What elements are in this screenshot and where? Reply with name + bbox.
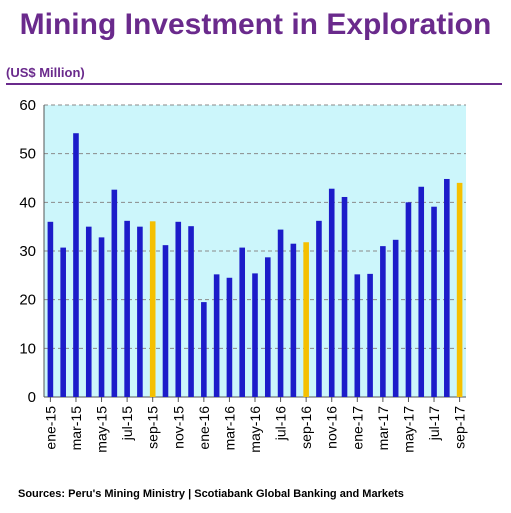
bar-chart: 0 10 20 30 40 50 60 ene-15 mar-15 may-15 jul-15 se… — [19, 97, 468, 453]
x-tick-label: jul-15 — [119, 406, 135, 441]
bar — [290, 243, 297, 397]
bar — [226, 277, 233, 397]
bar — [124, 220, 130, 397]
y-tick-label: 60 — [19, 97, 36, 114]
y-tick-label: 50 — [19, 146, 36, 163]
bar — [354, 274, 361, 397]
bar — [303, 242, 309, 397]
bar — [431, 206, 437, 397]
source-note: Sources: Peru's Mining Ministry | Scotia… — [18, 488, 404, 500]
title-divider — [6, 83, 502, 85]
unit-label: (US$ Million) — [6, 65, 85, 80]
bar — [341, 196, 348, 397]
bar — [380, 246, 386, 397]
bar — [239, 247, 246, 397]
x-tick-label: mar-16 — [221, 406, 237, 451]
chart-title: Mining Investment in Exploration — [19, 8, 492, 41]
bar — [201, 302, 207, 397]
bar — [444, 178, 450, 397]
x-tick-label: sep-17 — [452, 406, 468, 449]
x-tick-label: ene-17 — [349, 406, 365, 450]
bar — [316, 220, 322, 397]
x-tick-label: mar-17 — [375, 406, 391, 451]
bar — [137, 226, 143, 397]
x-tick-label: nov-16 — [324, 406, 340, 449]
x-tick-label: jul-17 — [426, 406, 442, 441]
bar — [277, 229, 284, 397]
y-tick-label: 30 — [19, 243, 36, 260]
x-tick-label: sep-16 — [298, 406, 314, 449]
x-tick-label: may-15 — [94, 406, 110, 453]
x-axis-ticks: ene-15 mar-15 may-15 jul-15 sep-15 nov-15 ene-… — [42, 397, 468, 453]
bar — [98, 237, 105, 397]
bar — [418, 186, 425, 397]
x-tick-label: may-17 — [400, 406, 416, 453]
bar — [405, 202, 412, 397]
x-tick-label: mar-15 — [68, 406, 84, 451]
x-tick-label: nov-15 — [170, 406, 186, 449]
bar — [367, 273, 373, 397]
y-axis-ticks: 0 10 20 30 40 50 60 — [19, 97, 36, 406]
bar — [73, 133, 79, 397]
bar — [456, 182, 463, 397]
bar — [328, 188, 335, 397]
bar — [252, 273, 258, 397]
y-tick-label: 40 — [19, 194, 36, 211]
y-tick-label: 0 — [28, 389, 36, 406]
bar — [149, 221, 156, 397]
bar — [175, 221, 182, 397]
x-tick-label: ene-15 — [42, 406, 58, 450]
bar — [111, 189, 118, 397]
bar — [47, 221, 54, 397]
bar — [188, 226, 194, 397]
bar — [213, 274, 220, 397]
bar — [264, 257, 271, 397]
x-tick-label: sep-15 — [145, 406, 161, 449]
bar — [60, 247, 66, 397]
x-tick-label: may-16 — [247, 406, 263, 453]
x-tick-label: ene-16 — [196, 406, 212, 450]
y-tick-label: 10 — [19, 340, 36, 357]
y-tick-label: 20 — [19, 292, 36, 309]
bar — [392, 239, 399, 397]
bar — [162, 245, 169, 397]
bars — [47, 133, 463, 397]
bar — [85, 226, 92, 397]
x-tick-label: jul-16 — [273, 406, 289, 441]
